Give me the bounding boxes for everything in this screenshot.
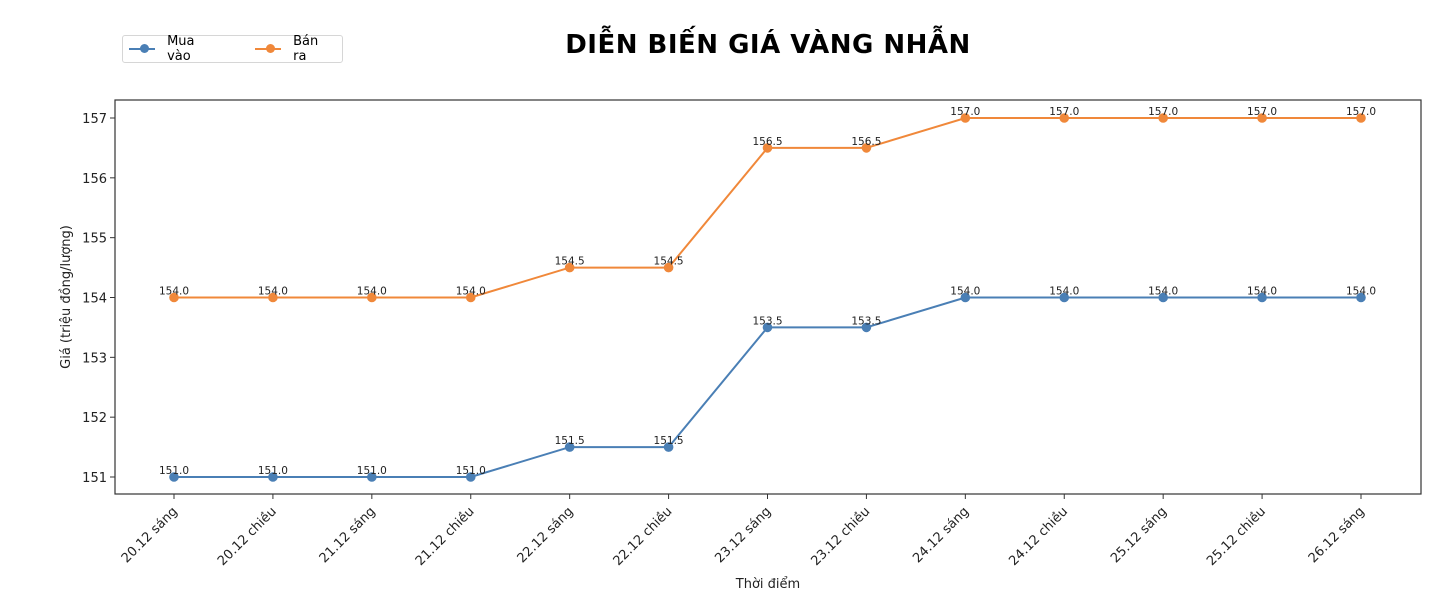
y-axis-label: Giá (triệu đồng/lượng) (59, 225, 74, 369)
data-point (1059, 292, 1070, 303)
y-tick-label: 155 (82, 232, 107, 247)
legend: Mua vào Bán ra (122, 34, 343, 64)
data-point (1158, 292, 1168, 303)
series-ban-ra (169, 113, 1366, 303)
x-tick-label: 20.12 chiều (215, 504, 280, 569)
data-point (1257, 292, 1267, 303)
x-tick-label: 21.12 chiều (413, 504, 478, 569)
data-label: 154.0 (950, 286, 980, 298)
data-point (564, 442, 575, 452)
data-point (564, 262, 575, 273)
line-marker-icon (255, 44, 282, 54)
x-tick-label: 20.12 sáng (119, 504, 181, 566)
data-label: 157.0 (950, 106, 980, 118)
x-tick-label: 22.12 sáng (515, 504, 577, 566)
data-label: 151.0 (357, 465, 387, 477)
x-tick-label: 24.12 chiều (1006, 504, 1071, 569)
line-marker-icon (129, 44, 156, 54)
x-axis-label: Thời điểm (735, 577, 800, 592)
series-mua-vao (169, 292, 1366, 482)
data-point (762, 143, 773, 153)
x-tick-label: 24.12 sáng (910, 504, 972, 566)
data-point (861, 322, 872, 333)
data-label: 154.0 (258, 286, 288, 298)
data-point (663, 262, 674, 273)
data-label: 151.0 (258, 465, 288, 477)
data-label: 154.0 (1247, 286, 1277, 298)
y-tick-label: 157 (82, 112, 107, 127)
data-label: 154.0 (1049, 286, 1079, 298)
data-label: 154.0 (357, 286, 387, 298)
data-point (960, 292, 971, 303)
data-point (465, 472, 476, 482)
x-tick-label: 26.12 sáng (1306, 504, 1368, 566)
data-label: 154.0 (1148, 286, 1178, 298)
data-point (960, 113, 971, 123)
data-label: 156.5 (851, 136, 881, 148)
legend-label: Mua vào (167, 34, 195, 64)
data-label: 151.5 (555, 435, 585, 447)
data-label: 153.5 (851, 315, 881, 327)
data-label: 151.5 (654, 435, 684, 447)
data-point (1356, 113, 1366, 123)
data-label: 157.0 (1148, 106, 1178, 118)
data-label: 154.0 (456, 286, 486, 298)
legend-label: Bán ra (293, 34, 319, 64)
y-tick-label: 151 (82, 471, 107, 486)
data-label: 154.0 (159, 286, 189, 298)
data-point (1356, 292, 1366, 303)
data-label: 154.0 (1346, 286, 1376, 298)
data-point (169, 472, 179, 482)
x-tick-label: 22.12 chiều (611, 504, 676, 569)
data-point (1257, 113, 1267, 123)
y-tick-label: 154 (82, 292, 107, 307)
data-point (465, 292, 476, 303)
data-point (268, 292, 278, 303)
data-label: 154.5 (654, 256, 684, 268)
x-tick-label: 25.12 chiều (1204, 504, 1269, 569)
legend-item-mua-vao: Mua vào (129, 34, 215, 64)
legend-item-ban-ra: Bán ra (255, 34, 330, 64)
x-tick-label: 21.12 sáng (317, 504, 379, 566)
data-label: 156.5 (752, 136, 782, 148)
data-label: 157.0 (1049, 106, 1079, 118)
data-label: 151.0 (159, 465, 189, 477)
y-tick-label: 152 (82, 411, 107, 426)
x-tick-label: 25.12 sáng (1108, 504, 1170, 566)
y-tick-label: 156 (82, 172, 107, 187)
data-point (663, 442, 674, 452)
data-label: 153.5 (752, 315, 782, 327)
data-point (1059, 113, 1070, 123)
chart-title: DIỄN BIẾN GIÁ VÀNG NHẪN (565, 30, 971, 60)
data-label: 157.0 (1247, 106, 1277, 118)
x-tick-label: 23.12 chiều (808, 504, 873, 569)
data-point (268, 472, 278, 482)
data-point (367, 472, 377, 482)
data-label: 154.5 (555, 256, 585, 268)
data-point (861, 143, 872, 153)
data-point (1158, 113, 1168, 123)
data-point (367, 292, 377, 303)
y-tick-label: 153 (82, 351, 107, 366)
data-label: 157.0 (1346, 106, 1376, 118)
data-point (762, 322, 773, 333)
data-label: 151.0 (456, 465, 486, 477)
data-point (169, 292, 179, 303)
x-tick-label: 23.12 sáng (712, 504, 774, 566)
